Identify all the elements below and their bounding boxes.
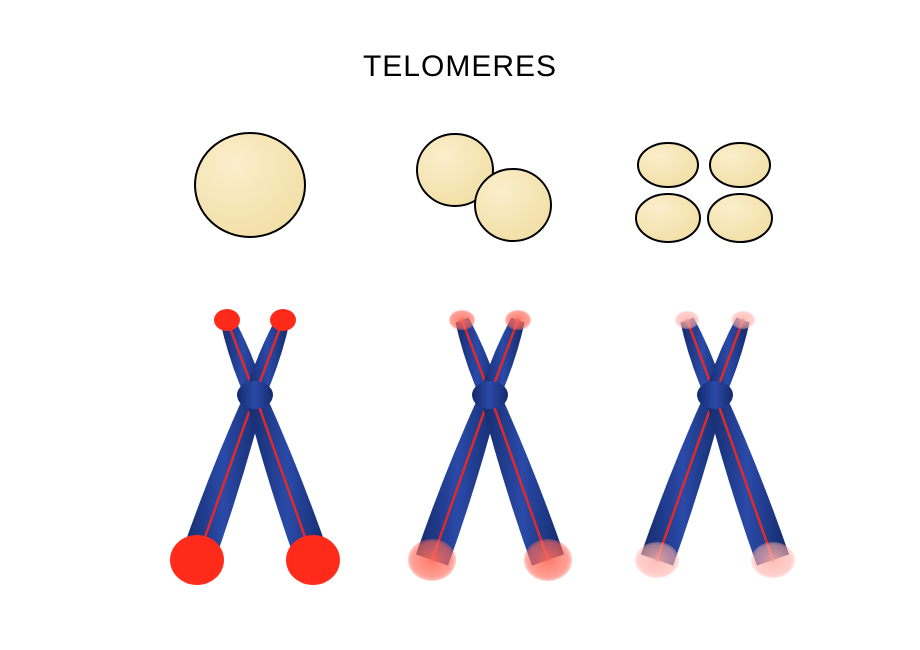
chromosome-stage1 (170, 309, 340, 585)
telomere-stage2-1 (505, 310, 531, 330)
telomere-stage2-3 (524, 539, 572, 581)
diagram-canvas (0, 0, 920, 650)
telomere-stage3-1 (731, 311, 755, 329)
cell-stage1-0 (195, 133, 305, 237)
telomere-stage1-2 (170, 535, 224, 585)
cell-stage3-2 (636, 194, 700, 242)
telomere-stage3-2 (635, 542, 679, 578)
telomere-stage3-3 (751, 542, 795, 578)
telomere-stage1-1 (270, 309, 296, 331)
telomere-stage1-3 (286, 535, 340, 585)
chromosome-stage2 (408, 310, 572, 581)
cell-stage2-1 (475, 169, 551, 241)
chromosome-stage3 (635, 311, 795, 578)
cell-stage3-3 (708, 194, 772, 242)
cell-stage3-0 (638, 143, 698, 187)
telomere-stage2-2 (408, 539, 456, 581)
telomere-stage2-0 (449, 310, 475, 330)
telomere-stage1-0 (214, 309, 240, 331)
cell-stage3-1 (710, 143, 770, 187)
telomere-stage3-0 (675, 311, 699, 329)
